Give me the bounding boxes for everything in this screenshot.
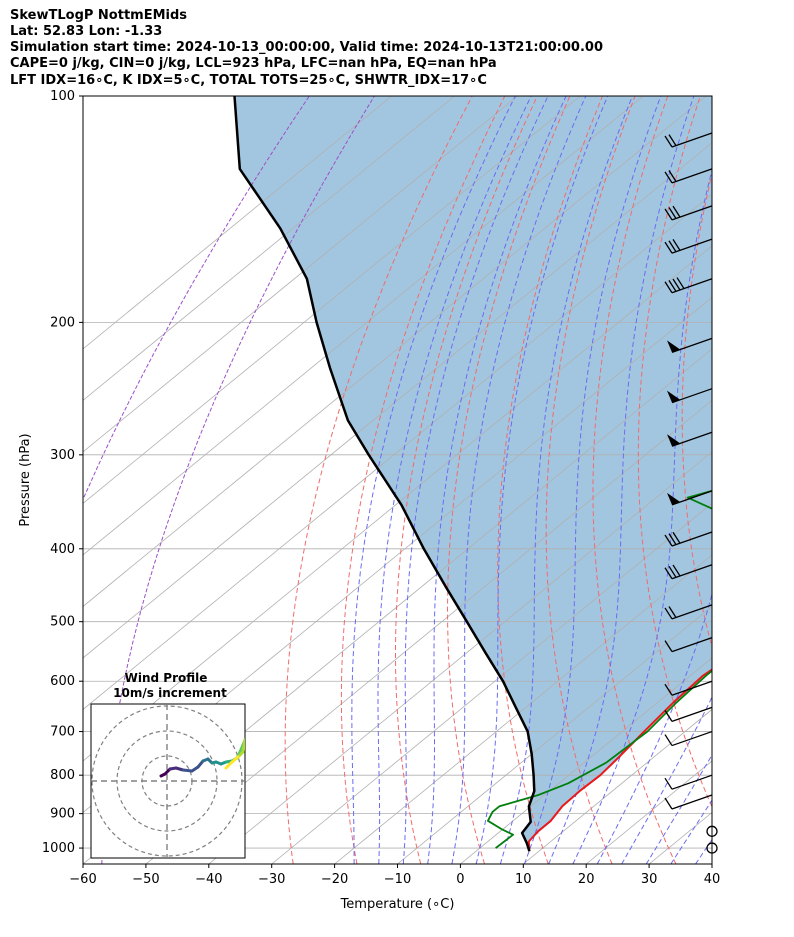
wind-barb [667, 431, 713, 447]
dry-adiabat [497, 96, 603, 864]
x-tick-label: 10 [515, 872, 532, 887]
wind-barb [664, 636, 713, 653]
chart-title-station: SkewTLogP NottmEMids [10, 8, 188, 23]
x-tick-label: −30 [258, 872, 285, 887]
x-axis-label: Temperature (∘C) [340, 897, 455, 912]
dry-adiabat [637, 96, 712, 809]
moist-adiabat [524, 96, 662, 864]
isotherm-gridline [83, 193, 712, 710]
moist-adiabat [548, 96, 695, 864]
wind-barb [664, 277, 713, 294]
dewpoint-line [487, 489, 712, 849]
wind-barb [706, 825, 718, 837]
wind-barb [664, 238, 713, 254]
moist-adiabat [402, 96, 549, 864]
isotherm-gridline [83, 96, 392, 350]
hodograph-trace [241, 738, 245, 754]
dry-adiabat [446, 96, 571, 864]
y-tick-label: 200 [50, 315, 75, 330]
hodograph-subtitle: 10m/s increment [113, 686, 227, 700]
chart-title-latlon: Lat: 52.83 Lon: -1.33 [10, 24, 163, 39]
x-tick-label: 0 [456, 872, 464, 887]
wind-barb [664, 531, 713, 547]
x-tick-label: −10 [384, 872, 411, 887]
isotherm-gridline [397, 605, 712, 864]
isotherm-gridline [83, 96, 518, 453]
isotherm-gridline [83, 96, 644, 556]
isotherm-gridline [145, 399, 712, 864]
chart-title-cape: CAPE=0 j/kg, CIN=0 j/kg, LCL=923 hPa, LF… [10, 56, 497, 71]
isotherm-gridline [711, 863, 712, 864]
wind-barb [664, 205, 713, 221]
dry-adiabat [545, 96, 636, 864]
y-tick-label: 100 [50, 89, 75, 104]
x-tick-label: −50 [132, 872, 159, 887]
hodograph-trace [224, 760, 234, 770]
isotherm-gridline [523, 708, 712, 864]
chart-title-indices: LFT IDX=16∘C, K IDX=5∘C, TOTAL TOTS=25∘C… [10, 73, 487, 88]
moist-adiabat [377, 96, 532, 864]
wind-barb [667, 490, 713, 506]
hodograph-title: Wind Profile [125, 671, 208, 685]
moist-adiabat [351, 96, 516, 864]
moist-adiabat [475, 96, 609, 864]
moist-adiabat [451, 96, 587, 864]
x-tick-label: 40 [704, 872, 721, 887]
isotherm-gridline [271, 502, 712, 864]
wind-barb [664, 680, 713, 696]
x-tick-label: 30 [641, 872, 658, 887]
wind-barb [664, 706, 713, 722]
wind-barb [664, 168, 713, 184]
temperature-line [527, 668, 712, 852]
moist-adiabat [427, 96, 567, 864]
isotherm-gridline [460, 657, 712, 864]
y-tick-label: 500 [50, 615, 75, 630]
wind-barbs [664, 132, 718, 854]
moist-adiabat [572, 168, 712, 864]
parcel-profile-line [233, 96, 536, 852]
isotherm-gridline [334, 554, 712, 864]
y-tick-label: 1000 [42, 841, 75, 856]
wind-barb [664, 730, 713, 747]
wind-barb [664, 774, 713, 790]
wind-barb [667, 388, 713, 404]
dry-adiabat [284, 96, 473, 864]
moist-adiabat [596, 592, 712, 864]
dry-adiabat [766, 96, 794, 864]
wind-barb [664, 604, 713, 620]
isotherm-gridline [208, 451, 712, 864]
cape-shaded-area [234, 96, 712, 852]
y-tick-label: 900 [50, 807, 75, 822]
isotherm-gridline [83, 96, 581, 504]
wind-barb [667, 337, 713, 353]
y-tick-label: 400 [50, 542, 75, 557]
dry-adiabat [725, 96, 794, 864]
y-axis-label: Pressure (hPa) [18, 433, 33, 526]
dry-adiabat [592, 96, 677, 864]
x-tick-label: 20 [578, 872, 595, 887]
x-tick-label: −40 [195, 872, 222, 887]
wind-barb [706, 842, 718, 854]
isotherm-gridline [83, 96, 707, 607]
y-tick-label: 300 [50, 448, 75, 463]
y-tick-label: 600 [50, 674, 75, 689]
hodograph-trace [181, 768, 194, 773]
isotherm-gridline [83, 142, 712, 659]
y-tick-label: 800 [50, 768, 75, 783]
axes: −60 −50 −40 −30 −20 −10 0 10 20 30 40 100 200 300 400 5… [18, 89, 720, 912]
x-tick-label: −20 [321, 872, 348, 887]
chart-title-times: Simulation start time: 2024-10-13_00:00:… [10, 40, 603, 55]
moist-adiabat [499, 96, 633, 864]
wind-barb [664, 564, 713, 580]
wind-barb [664, 794, 713, 810]
x-tick-label: −60 [69, 872, 96, 887]
y-tick-label: 700 [50, 725, 75, 740]
isotherm-gridline [83, 96, 455, 401]
wind-barb [664, 132, 713, 148]
reference-adiabat [101, 96, 375, 864]
